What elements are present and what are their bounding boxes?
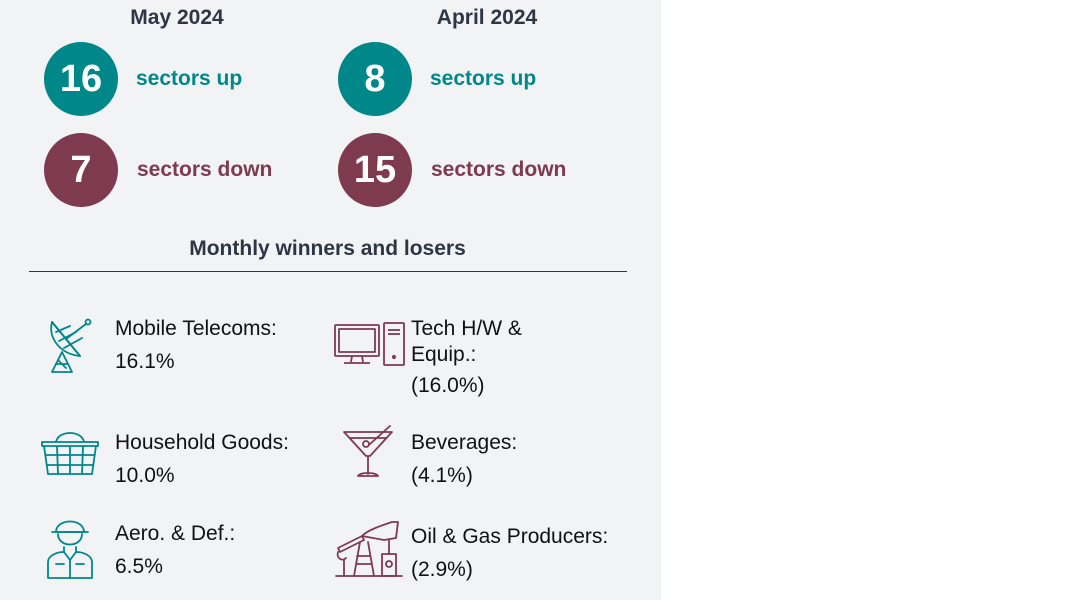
shopping-basket-icon	[41, 432, 99, 475]
loser-2-name: Beverages:	[411, 431, 518, 454]
section-title: Monthly winners and losers	[189, 237, 466, 260]
winner-1-value: 16.1%	[115, 350, 175, 373]
loser-3-value: (2.9%)	[411, 558, 473, 581]
loser-1-name-line2: Equip.:	[411, 343, 477, 366]
oil-pump-icon	[335, 521, 403, 577]
computer-icon	[334, 322, 405, 366]
winner-3-value: 6.5%	[115, 555, 163, 578]
may-sectors-up-count: 16	[44, 42, 118, 116]
loser-3: Oil & Gas Producers: (2.9%)	[411, 524, 608, 583]
winner-3: Aero. & Def.: 6.5%	[115, 521, 235, 580]
loser-1-name-line1: Tech H/W &	[411, 317, 522, 340]
may-heading: May 2024	[130, 6, 224, 29]
summary-panel: May 2024 April 2024 16 sectors up 7 sect…	[0, 0, 661, 600]
april-sectors-up-label: sectors up	[430, 67, 537, 90]
april-sectors-down-count: 15	[338, 133, 412, 207]
loser-1: Tech H/W & Equip.: (16.0%)	[411, 316, 522, 399]
divider	[29, 271, 627, 272]
may-sectors-down-count: 7	[44, 133, 118, 207]
winner-2-name: Household Goods:	[115, 431, 289, 454]
may-sectors-up-label: sectors up	[136, 67, 243, 90]
winner-1-name: Mobile Telecoms:	[115, 317, 277, 340]
cocktail-glass-icon	[343, 425, 393, 477]
satellite-dish-icon	[50, 318, 92, 373]
loser-3-name: Oil & Gas Producers:	[411, 525, 609, 548]
loser-1-value: (16.0%)	[411, 374, 485, 397]
winner-2: Household Goods: 10.0%	[115, 430, 289, 489]
loser-2-value: (4.1%)	[411, 464, 473, 487]
winner-3-name: Aero. & Def.:	[115, 522, 236, 545]
loser-2: Beverages: (4.1%)	[411, 430, 517, 489]
april-sectors-up-count: 8	[338, 42, 412, 116]
winner-1: Mobile Telecoms: 16.1%	[115, 316, 277, 375]
april-sectors-down-label: sectors down	[431, 158, 567, 181]
soldier-icon	[47, 520, 93, 579]
may-sectors-down-label: sectors down	[137, 158, 273, 181]
winner-2-value: 10.0%	[115, 464, 175, 487]
april-heading: April 2024	[436, 6, 538, 29]
